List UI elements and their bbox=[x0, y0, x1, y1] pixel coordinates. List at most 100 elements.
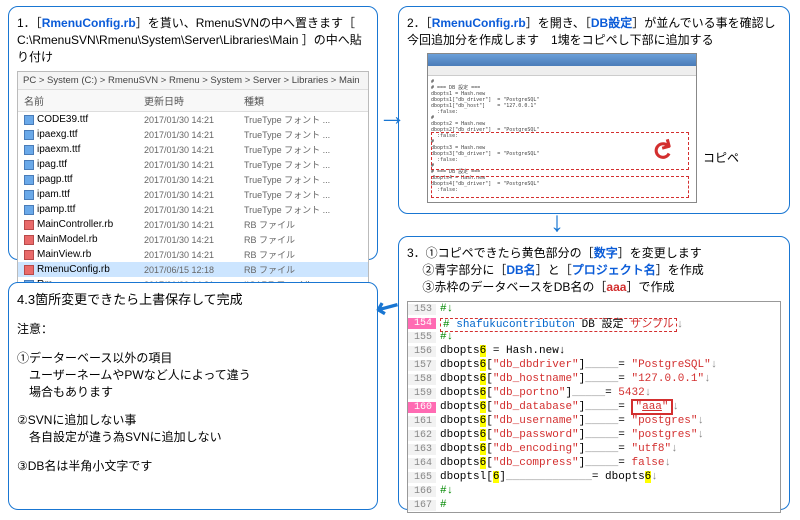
note1b: ユーザーネームやPWなど人によって違う bbox=[17, 367, 369, 384]
code-line: 154# shafukucontributon DB 設定 サンプル↓ bbox=[408, 316, 780, 330]
file-type: TrueType フォント ... bbox=[244, 203, 362, 216]
panel-step3: 3．①コピペできたら黄色部分の［数字］を変更します ②青字部分に［DB名］と［プ… bbox=[398, 236, 790, 510]
file-icon bbox=[24, 130, 34, 140]
code-line: 159dbopts6["db_portno"]_____= 5432↓ bbox=[408, 386, 780, 400]
editor-thumbnail: # # === DB 設定 === dbopts1 = Hash.new dbo… bbox=[427, 53, 697, 203]
t: 1．［ bbox=[17, 16, 42, 30]
file-icon bbox=[24, 145, 34, 155]
file-row[interactable]: MainView.rb 2017/01/30 14:21RB ファイル bbox=[18, 247, 368, 262]
arrow-icon: → bbox=[378, 100, 406, 132]
file-row[interactable]: MainModel.rb 2017/01/30 14:21RB ファイル bbox=[18, 232, 368, 247]
file-row[interactable]: ipagp.ttf2017/01/30 14:21TrueType フォント .… bbox=[18, 172, 368, 187]
code-content: dbopts6["db_dbdriver"]_____= "PostgreSQL… bbox=[436, 359, 717, 371]
line-number: 163 bbox=[408, 444, 436, 455]
line-number: 154 bbox=[408, 318, 436, 329]
file-header: 名前 更新日時 種類 bbox=[18, 90, 368, 112]
editor-toolbar bbox=[428, 66, 696, 76]
line-number: 167 bbox=[408, 500, 436, 511]
file-name: ipaexm.ttf bbox=[37, 144, 80, 155]
line-number: 161 bbox=[408, 416, 436, 427]
line-number: 157 bbox=[408, 360, 436, 371]
panel-step1: 1．［RmenuConfig.rb］を貰い、RmenuSVNの中へ置きます［ C… bbox=[8, 6, 378, 260]
code-content: dboptsl[6]_____________= dbopts6↓ bbox=[436, 471, 658, 483]
code-line: 164dbopts6["db_compress"]_____= false↓ bbox=[408, 456, 780, 470]
t: aaa bbox=[606, 280, 626, 294]
file-type: TrueType フォント ... bbox=[244, 188, 362, 201]
step1-instruction: 1．［RmenuConfig.rb］を貰い、RmenuSVNの中へ置きます［ C… bbox=[17, 15, 369, 65]
file-icon bbox=[24, 265, 34, 275]
file-date: 2017/01/30 14:21 bbox=[144, 145, 244, 155]
t: ］で作成 bbox=[626, 280, 674, 294]
file-row[interactable]: CODE39.ttf2017/01/30 14:21TrueType フォント … bbox=[18, 112, 368, 127]
file-date: 2017/01/30 14:21 bbox=[144, 160, 244, 170]
dashed-target-box bbox=[431, 176, 689, 198]
file-name: MainView.rb bbox=[37, 249, 91, 260]
file-name: ipam.ttf bbox=[37, 189, 70, 200]
file-date: 2017/01/30 14:21 bbox=[144, 235, 244, 245]
file-date: 2017/01/30 14:21 bbox=[144, 175, 244, 185]
code-line: 161dbopts6["db_username"]_____= "postgre… bbox=[408, 414, 780, 428]
file-row[interactable]: ipam.ttf2017/01/30 14:21TrueType フォント ..… bbox=[18, 187, 368, 202]
file-type: RB ファイル bbox=[244, 263, 362, 276]
file-date: 2017/01/30 14:21 bbox=[144, 250, 244, 260]
code-line: 162dbopts6["db_password"]_____= "postgre… bbox=[408, 428, 780, 442]
code-content: #↓ bbox=[436, 485, 453, 497]
breadcrumb[interactable]: PC > System (C:) > RmenuSVN > Rmenu > Sy… bbox=[18, 72, 368, 90]
code-line: 166#↓ bbox=[408, 484, 780, 498]
col-type[interactable]: 種類 bbox=[238, 90, 368, 111]
file-name: ipagp.ttf bbox=[37, 174, 73, 185]
col-date[interactable]: 更新日時 bbox=[138, 90, 238, 111]
code-content: dbopts6 = Hash.new↓ bbox=[436, 345, 565, 357]
col-name[interactable]: 名前 bbox=[18, 90, 138, 111]
file-row[interactable]: ipaexg.ttf2017/01/30 14:21TrueType フォント … bbox=[18, 127, 368, 142]
code-line: 153#↓ bbox=[408, 302, 780, 316]
code-editor[interactable]: 153#↓154# shafukucontributon DB 設定 サンプル↓… bbox=[407, 301, 781, 513]
line-number: 165 bbox=[408, 472, 436, 483]
file-type: TrueType フォント ... bbox=[244, 128, 362, 141]
code-line: 158dbopts6["db_hostname"]_____= "127.0.0… bbox=[408, 372, 780, 386]
file-type: RB ファイル bbox=[244, 233, 362, 246]
file-name: MainModel.rb bbox=[37, 234, 98, 245]
code-content: dbopts6["db_password"]_____= "postgres"↓ bbox=[436, 429, 704, 441]
file-row[interactable]: ipamp.ttf2017/01/30 14:21TrueType フォント .… bbox=[18, 202, 368, 217]
line-number: 153 bbox=[408, 304, 436, 315]
file-type: TrueType フォント ... bbox=[244, 158, 362, 171]
file-date: 2017/01/30 14:21 bbox=[144, 205, 244, 215]
code-content: dbopts6["db_compress"]_____= false↓ bbox=[436, 457, 671, 469]
file-name: ipag.ttf bbox=[37, 159, 67, 170]
code-content: #↓ bbox=[436, 303, 453, 315]
file-date: 2017/06/15 12:18 bbox=[144, 265, 244, 275]
t: RmenuConfig.rb bbox=[432, 16, 526, 30]
note2b: 各自設定が違う為SVNに追加しない bbox=[17, 429, 369, 446]
code-content: dbopts6["db_encoding"]_____= "utf8"↓ bbox=[436, 443, 678, 455]
file-type: RB ファイル bbox=[244, 218, 362, 231]
file-explorer[interactable]: PC > System (C:) > RmenuSVN > Rmenu > Sy… bbox=[17, 71, 369, 293]
code-line: 167# bbox=[408, 498, 780, 512]
code-content: #↓ bbox=[436, 331, 453, 343]
note1c: 場合もあります bbox=[17, 384, 369, 401]
file-rows: CODE39.ttf2017/01/30 14:21TrueType フォント … bbox=[18, 112, 368, 292]
line-number: 164 bbox=[408, 458, 436, 469]
file-date: 2017/01/30 14:21 bbox=[144, 130, 244, 140]
panel-step2: 2．［RmenuConfig.rb］を開き、［DB設定］が並んでいる事を確認し今… bbox=[398, 6, 790, 214]
file-row[interactable]: ipag.ttf 2017/01/30 14:21TrueType フォント ..… bbox=[18, 157, 368, 172]
t: ②青字部分に［ bbox=[407, 263, 506, 277]
code-line: 165dboptsl[6]_____________= dbopts6↓ bbox=[408, 470, 780, 484]
line-number: 156 bbox=[408, 346, 436, 357]
step2-instruction: 2．［RmenuConfig.rb］を開き、［DB設定］が並んでいる事を確認し今… bbox=[407, 15, 781, 49]
t: 3．①コピペできたら黄色部分の［ bbox=[407, 246, 594, 260]
t: RmenuConfig.rb bbox=[42, 16, 136, 30]
file-type: RB ファイル bbox=[244, 248, 362, 261]
file-row[interactable]: MainController.rb2017/01/30 14:21RB ファイル bbox=[18, 217, 368, 232]
note2a: ②SVNに追加しない事 bbox=[17, 412, 369, 429]
file-row[interactable]: RmenuConfig.rb 2017/06/15 12:18RB ファイル bbox=[18, 262, 368, 277]
t: 2．［ bbox=[407, 16, 432, 30]
code-line: 157dbopts6["db_dbdriver"]_____= "Postgre… bbox=[408, 358, 780, 372]
step3-instruction: 3．①コピペできたら黄色部分の［数字］を変更します ②青字部分に［DB名］と［プ… bbox=[407, 245, 781, 295]
file-icon bbox=[24, 115, 34, 125]
file-name: RmenuConfig.rb bbox=[37, 264, 110, 275]
line-number: 160 bbox=[408, 402, 436, 413]
arrow-icon: ↓ bbox=[550, 206, 564, 238]
line-number: 159 bbox=[408, 388, 436, 399]
file-row[interactable]: ipaexm.ttf2017/01/30 14:21TrueType フォント … bbox=[18, 142, 368, 157]
